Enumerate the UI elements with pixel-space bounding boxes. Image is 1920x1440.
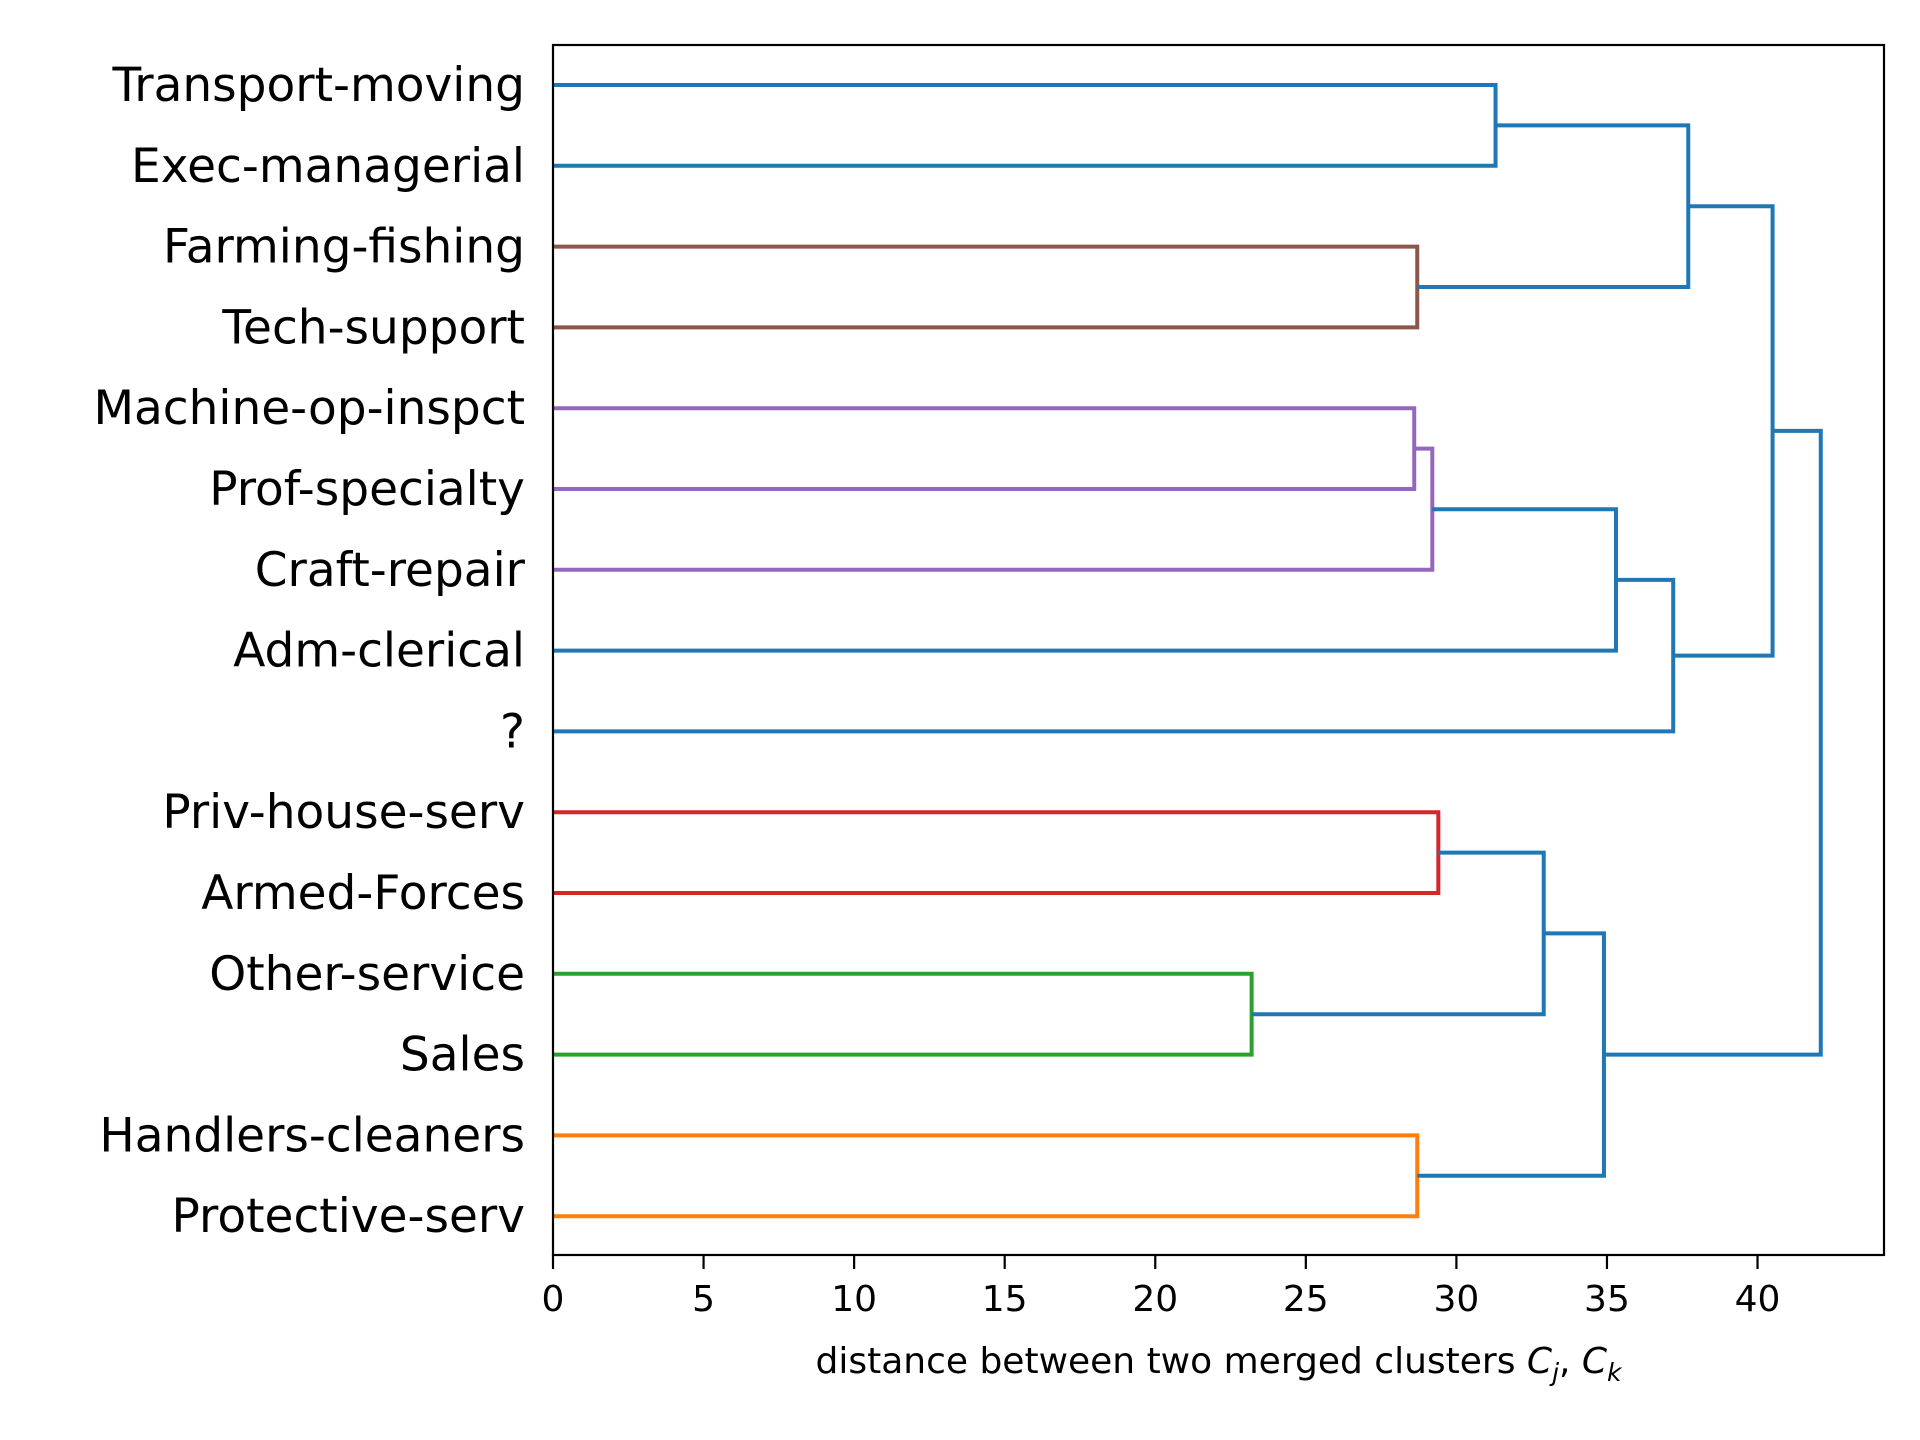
dendrogram-link	[553, 446, 1435, 572]
leaf-labels: Transport-moving Exec-managerial Farming-f…	[93, 58, 525, 1244]
leaf-label: Farming-fishing	[163, 220, 525, 275]
x-tick-label: 20	[1132, 1279, 1178, 1320]
x-axis-label-math-1: C	[1527, 1341, 1553, 1382]
dendrogram-link	[1603, 428, 1823, 1057]
dendrogram-link	[553, 577, 1676, 734]
leaf-label: Handlers-cleaners	[99, 1108, 525, 1163]
dendrogram-link	[1417, 931, 1606, 1178]
leaf-label: Exec-managerial	[131, 139, 525, 194]
x-tick-label: 35	[1584, 1279, 1630, 1320]
leaf-label: Sales	[400, 1028, 525, 1083]
x-axis: 0 5 10 15 20 25 30 35 40	[542, 1255, 1781, 1320]
x-tick-label: 15	[982, 1279, 1028, 1320]
dendrogram-link	[553, 971, 1254, 1057]
leaf-label: Other-service	[209, 947, 525, 1002]
x-axis-label-sub-2: k	[1607, 1358, 1623, 1387]
x-axis-label-sub-1: j	[1549, 1358, 1559, 1387]
dendrogram-link	[553, 810, 1441, 895]
x-tick-label: 25	[1283, 1279, 1329, 1320]
leaf-label: Craft-repair	[255, 543, 526, 598]
plot-frame	[551, 43, 1886, 1257]
leaf-label: Protective-serv	[172, 1189, 525, 1244]
x-tick-label: 5	[692, 1279, 715, 1320]
dendrogram-link	[553, 1133, 1420, 1219]
x-tick-label: 40	[1735, 1279, 1781, 1320]
leaf-label: Transport-moving	[111, 58, 525, 113]
dendrogram-link	[553, 406, 1417, 491]
x-axis-label-text: distance between two merged clusters	[815, 1341, 1526, 1382]
leaf-label: Armed-Forces	[201, 866, 525, 921]
leaf-label: ?	[500, 704, 525, 759]
x-axis-label-math-2: C	[1582, 1341, 1608, 1382]
leaf-label: Prof-specialty	[209, 462, 525, 517]
x-axis-label: distance between two merged clusters Cj,…	[815, 1341, 1623, 1387]
dendrogram-link	[553, 244, 1420, 330]
leaf-label: Priv-house-serv	[162, 785, 525, 840]
leaf-label: Machine-op-inspct	[93, 381, 525, 436]
x-axis-label-sep: ,	[1559, 1341, 1582, 1382]
dendrogram-link	[1417, 123, 1691, 289]
dendrogram-links	[553, 83, 1823, 1219]
x-tick-label: 0	[542, 1279, 565, 1320]
x-tick-label: 30	[1433, 1279, 1479, 1320]
dendrogram-link	[553, 507, 1618, 653]
dendrogram-link	[1251, 850, 1546, 1017]
x-tick-label: 10	[831, 1279, 877, 1320]
leaf-label: Tech-support	[221, 300, 525, 355]
leaf-label: Adm-clerical	[233, 624, 525, 679]
dendrogram-link	[553, 83, 1498, 168]
